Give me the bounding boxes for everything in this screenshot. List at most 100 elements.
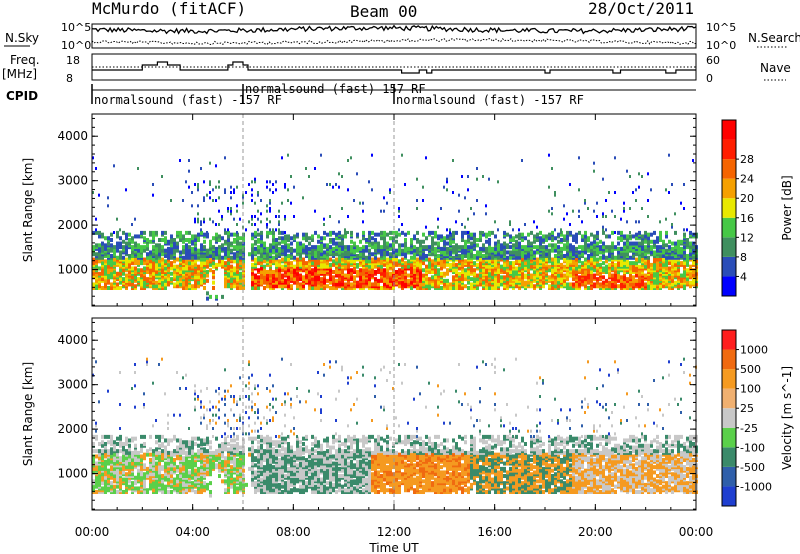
power-cell [455, 230, 458, 235]
power-cell [317, 286, 320, 290]
power-cell [302, 284, 305, 289]
power-cell [203, 220, 205, 224]
power-cell [647, 172, 649, 176]
power-cell [437, 268, 440, 273]
power-cell [365, 268, 368, 273]
power-cell [383, 209, 385, 213]
power-cell [455, 246, 458, 251]
power-cell [311, 271, 314, 276]
power-cell [278, 220, 280, 224]
power-cell [524, 245, 527, 250]
power-cell [314, 266, 317, 271]
velocity-cell [110, 481, 113, 486]
power-cell [290, 246, 293, 251]
power-cell [422, 185, 424, 189]
power-cell [467, 188, 469, 192]
power-cell [98, 255, 101, 260]
power-cell [656, 277, 659, 282]
velocity-cell [98, 449, 101, 454]
power-cell [182, 259, 185, 264]
power-cell [203, 273, 206, 278]
power-cell [575, 236, 578, 241]
power-cell [179, 250, 182, 255]
power-cell [341, 207, 343, 210]
power-cell [146, 266, 149, 271]
power-cell [635, 257, 638, 262]
power-cell [371, 188, 373, 192]
velocity-cell [134, 371, 136, 374]
power-cell [281, 273, 284, 278]
power-cell [689, 241, 692, 246]
velocity-cell [143, 490, 146, 494]
power-cell [224, 188, 226, 192]
velocity-cell [152, 482, 155, 487]
power-cell [119, 241, 122, 246]
power-cell [548, 209, 550, 213]
power-cell [632, 282, 635, 287]
power-cell [551, 257, 554, 262]
power-cell [683, 232, 686, 237]
power-cell [524, 280, 527, 285]
power-cell [641, 234, 644, 239]
power-cell [110, 254, 113, 258]
power-cell [623, 252, 626, 257]
power-cell [668, 266, 671, 271]
power-cell [338, 230, 341, 235]
power-cell [329, 262, 332, 267]
power-cell [107, 236, 110, 241]
power-cell [407, 230, 410, 235]
power-cell [338, 220, 340, 224]
power-cell [470, 207, 472, 210]
power-cell [137, 167, 139, 170]
power-cell [368, 180, 370, 184]
power-cell [227, 246, 230, 251]
power-cell [347, 231, 349, 234]
power-cell [194, 220, 196, 224]
power-cell [476, 238, 479, 242]
power-cell [233, 271, 236, 276]
power-cell [614, 262, 617, 267]
power-cell [389, 243, 392, 248]
power-cell [437, 241, 440, 246]
power-cell [263, 268, 266, 273]
power-cell [134, 266, 137, 271]
power-cell [506, 250, 509, 255]
power-cell [635, 199, 637, 202]
cpid-label: CPID [6, 89, 38, 103]
power-cell [149, 280, 152, 285]
power-cell [191, 246, 194, 251]
power-cell [365, 255, 368, 260]
power-cell [194, 217, 196, 221]
power-cell [632, 234, 635, 239]
power-cell [413, 268, 416, 273]
power-cell [416, 246, 419, 251]
power-cell [236, 223, 238, 226]
power-cell [410, 270, 413, 274]
power-cell [179, 282, 182, 287]
power-cell [380, 264, 383, 269]
velocity-cell [149, 458, 152, 462]
velocity-cell [161, 357, 163, 361]
power-cell [416, 177, 418, 181]
power-cell [503, 284, 506, 289]
power-cell [368, 236, 371, 241]
power-cell [497, 282, 500, 287]
power-cell [125, 245, 128, 250]
power-cell [374, 232, 377, 237]
velocity-cell [119, 449, 122, 454]
velocity-cell [134, 481, 137, 486]
power-cell [377, 278, 380, 283]
velocity-cell [98, 475, 101, 480]
power-cell [326, 264, 329, 269]
power-cell [521, 261, 524, 266]
velocity-cell [104, 463, 107, 468]
power-cell [446, 268, 449, 273]
power-cell [683, 250, 686, 255]
power-cell [242, 286, 245, 290]
velocity-cell [164, 477, 167, 482]
velocity-cell [146, 488, 149, 493]
power-cell [176, 264, 179, 269]
velocity-cell [167, 450, 170, 455]
power-cell [605, 234, 608, 239]
velocity-cell [155, 419, 157, 422]
